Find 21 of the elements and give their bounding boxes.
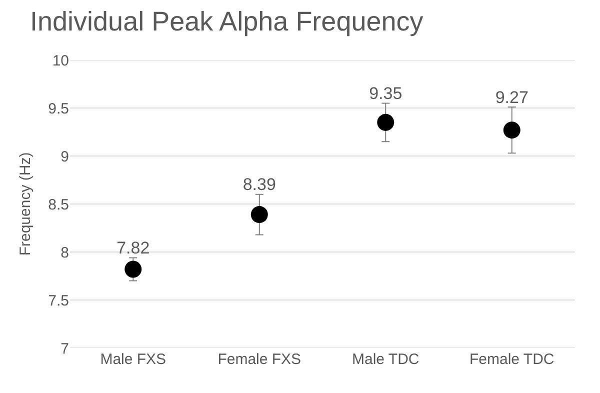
data-label: 7.82 xyxy=(116,238,150,258)
point xyxy=(250,206,268,224)
data-label: 9.35 xyxy=(369,84,402,103)
y-tick-label: 8.5 xyxy=(48,196,69,214)
y-tick-label: 9.5 xyxy=(48,100,69,118)
data-label: 9.27 xyxy=(495,88,528,107)
chart-title: Individual Peak Alpha Frequency xyxy=(30,6,424,37)
y-tick-label: 7 xyxy=(60,340,69,358)
point xyxy=(377,114,394,131)
y-tick-label: 8 xyxy=(60,244,69,262)
y-tick-label: 7.5 xyxy=(48,292,69,310)
y-tick-label: 9 xyxy=(60,148,69,166)
point xyxy=(503,122,520,139)
y-axis-title: Frequency (Hz) xyxy=(17,152,34,256)
x-tick-label: Female FXS xyxy=(218,351,302,368)
x-tick-label: Male FXS xyxy=(100,351,166,368)
data-label: 8.39 xyxy=(242,175,276,194)
x-tick-label: Female TDC xyxy=(470,351,554,368)
point xyxy=(124,260,142,278)
x-tick-label: Male TDC xyxy=(352,351,420,368)
y-tick-label: 10 xyxy=(52,52,69,70)
